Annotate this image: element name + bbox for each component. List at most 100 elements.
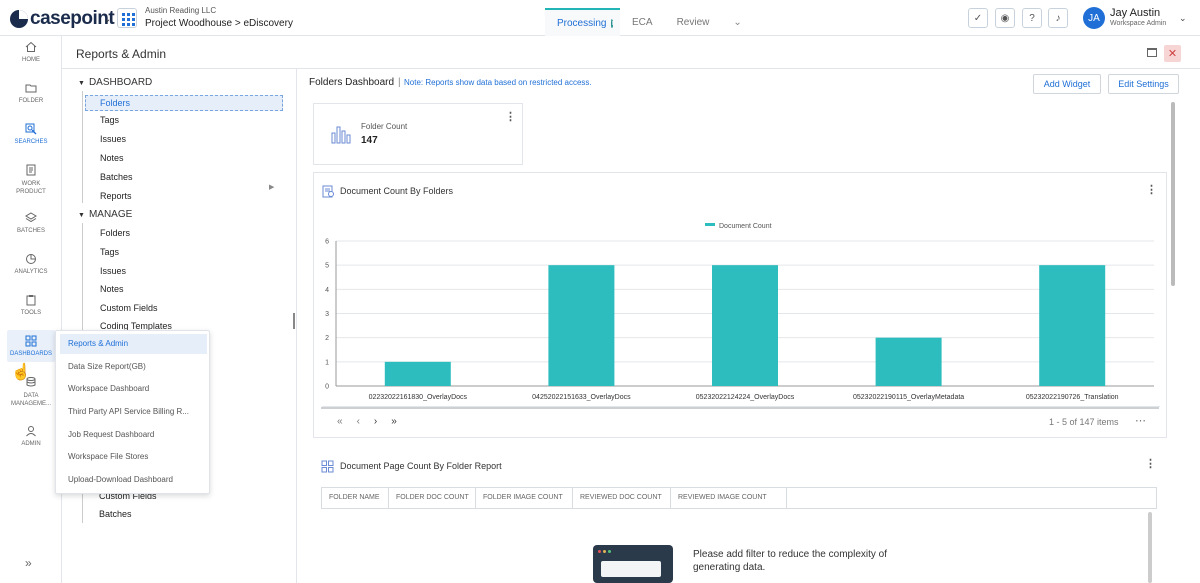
page-title: Reports & Admin	[76, 47, 167, 61]
breadcrumb-project[interactable]: Project Woodhouse > eDiscovery	[145, 18, 293, 29]
chevron-down-icon[interactable]: ⌄	[103, 14, 112, 25]
caret-right-icon[interactable]: ▶	[269, 184, 275, 191]
tab-processing[interactable]: Processing i	[545, 8, 620, 36]
tree-item-batches[interactable]: Batches	[100, 172, 133, 182]
nav-label: ADMIN	[21, 441, 41, 447]
more-vertical-icon[interactable]: ⋮	[1145, 458, 1156, 470]
tree-group-manage[interactable]: ▼ MANAGE	[78, 209, 132, 220]
nav-tools[interactable]: TOOLS	[0, 293, 62, 316]
chevron-down-icon[interactable]: ⌄	[1179, 13, 1187, 23]
nav-searches[interactable]: SEARCHES	[0, 122, 62, 145]
module-tabs: Processing i ECA Review ⌄	[545, 8, 754, 36]
bell-icon[interactable]: ♪	[1048, 8, 1068, 28]
database-icon	[24, 375, 38, 389]
y-tick-label: 5	[325, 263, 329, 270]
grid-scrollbar[interactable]	[1148, 512, 1152, 583]
tree-item-custom-fields-2[interactable]: Custom Fields	[99, 491, 157, 501]
user-name[interactable]: Jay Austin	[1110, 7, 1161, 19]
help-icon[interactable]: ?	[1022, 8, 1042, 28]
nav-folder[interactable]: FOLDER	[0, 81, 62, 104]
bar	[384, 361, 451, 386]
flyout-item-file-stores[interactable]: Workspace File Stores	[68, 452, 149, 461]
nav-analytics[interactable]: ANALYTICS	[0, 252, 62, 275]
nav-label: BATCHES	[17, 228, 45, 234]
tree-item-manage-tags[interactable]: Tags	[100, 247, 120, 257]
folder-icon	[24, 81, 38, 95]
column-header[interactable]: FOLDER NAME	[322, 488, 389, 508]
grid-icon	[24, 334, 38, 348]
x-tick-label: 05232022190726_Translation	[1026, 394, 1119, 401]
column-header[interactable]: REVIEWED DOC COUNT	[573, 488, 671, 508]
folder-count-card: Folder Count 147 ⋮	[313, 103, 523, 165]
nav-admin[interactable]: ADMIN	[0, 424, 62, 447]
add-widget-button[interactable]: Add Widget	[1033, 74, 1101, 94]
tree-item-tags[interactable]: Tags	[100, 115, 120, 125]
tree-item-issues[interactable]: Issues	[100, 134, 127, 144]
tree-item-coding-templates[interactable]: Coding Templates	[100, 321, 172, 331]
avatar[interactable]: JA	[1083, 7, 1105, 29]
close-icon[interactable]: ✕	[1164, 45, 1181, 62]
flyout-item-reports-admin[interactable]: Reports & Admin	[60, 334, 207, 354]
flyout-item-data-size[interactable]: Data Size Report(GB)	[68, 362, 146, 371]
tree-item-manage-issues[interactable]: Issues	[100, 266, 127, 276]
nav-home[interactable]: HOME	[0, 40, 62, 63]
pager-info: 1 - 5 of 147 items	[1049, 417, 1119, 427]
tree-item-reports[interactable]: Reports	[100, 191, 132, 201]
tree-item-custom-fields[interactable]: Custom Fields	[100, 303, 158, 313]
nav-data-management[interactable]: DATA MANAGEME...	[0, 375, 62, 408]
x-tick-label: 02232022161830_OverlayDocs	[369, 394, 468, 401]
nav-batches[interactable]: BATCHES	[0, 211, 62, 234]
nav-work-product[interactable]: WORK PRODUCT	[0, 163, 62, 196]
flyout-item-workspace-dashboard[interactable]: Workspace Dashboard	[68, 384, 150, 393]
more-vertical-icon[interactable]: ⋮	[505, 111, 516, 123]
tree-group-label: DASHBOARD	[88, 77, 153, 88]
task-check-icon[interactable]: ✓	[968, 8, 988, 28]
tree-item-notes[interactable]: Notes	[100, 153, 124, 163]
tree-item-manage-notes[interactable]: Notes	[100, 284, 124, 294]
flyout-item-job-request[interactable]: Job Request Dashboard	[68, 430, 155, 439]
nav-label: HOME	[22, 57, 40, 63]
broadcast-icon[interactable]: ◉	[995, 8, 1015, 28]
flyout-item-api-billing[interactable]: Third Party API Service Billing R...	[68, 407, 189, 416]
nav-dashboards[interactable]: DASHBOARDS	[7, 330, 55, 362]
folder-count-label: Folder Count	[361, 122, 408, 131]
edit-settings-button[interactable]: Edit Settings	[1108, 74, 1179, 94]
y-tick-label: 4	[325, 287, 329, 294]
tree-item-folders[interactable]: Folders	[85, 95, 283, 111]
y-tick-label: 0	[325, 384, 329, 391]
main-scrollbar[interactable]	[1171, 102, 1175, 286]
legend-swatch	[705, 223, 715, 226]
tree-group-dashboard[interactable]: ▼ DASHBOARD	[78, 77, 152, 88]
flyout-item-upload-download[interactable]: Upload-Download Dashboard	[68, 475, 173, 484]
first-page-icon[interactable]: «	[337, 416, 343, 427]
left-nav: HOME FOLDER SEARCHES WORK PRODUCT BATCHE…	[0, 36, 62, 583]
tabs-more-chevron-icon[interactable]: ⌄	[733, 16, 742, 28]
more-vertical-icon[interactable]: ⋮	[1146, 184, 1157, 196]
tree-item-batches-2[interactable]: Batches	[99, 509, 132, 519]
breadcrumb-org: Austin Reading LLC	[145, 6, 217, 15]
expand-nav-icon[interactable]: »	[25, 556, 32, 570]
bar	[875, 337, 942, 386]
maximize-icon[interactable]	[1147, 48, 1157, 57]
tree-item-manage-folders[interactable]: Folders	[100, 228, 131, 238]
app-grid-button[interactable]	[117, 8, 137, 28]
home-icon	[24, 40, 38, 54]
tab-review[interactable]: Review	[665, 8, 722, 36]
column-header[interactable]: REVIEWED IMAGE COUNT	[671, 488, 787, 508]
more-horizontal-icon[interactable]: ⋯	[1135, 415, 1146, 427]
casepoint-logo[interactable]: casepoint	[10, 8, 115, 30]
pager: « ‹ › »	[337, 416, 397, 427]
pane-splitter[interactable]	[293, 313, 295, 329]
y-tick-label: 1	[325, 359, 329, 366]
top-bar: casepoint ⌄ Austin Reading LLC Project W…	[0, 0, 1200, 36]
column-header[interactable]: FOLDER DOC COUNT	[389, 488, 476, 508]
next-page-icon[interactable]: ›	[373, 416, 378, 427]
clipboard-icon	[24, 293, 38, 307]
y-tick-label: 3	[325, 311, 329, 318]
widget-divider	[322, 406, 1160, 407]
tab-eca[interactable]: ECA	[620, 8, 665, 36]
last-page-icon[interactable]: »	[391, 416, 397, 427]
prev-page-icon[interactable]: ‹	[356, 416, 360, 427]
x-tick-label: 05232022124224_OverlayDocs	[696, 394, 795, 401]
column-header[interactable]: FOLDER IMAGE COUNT	[476, 488, 573, 508]
